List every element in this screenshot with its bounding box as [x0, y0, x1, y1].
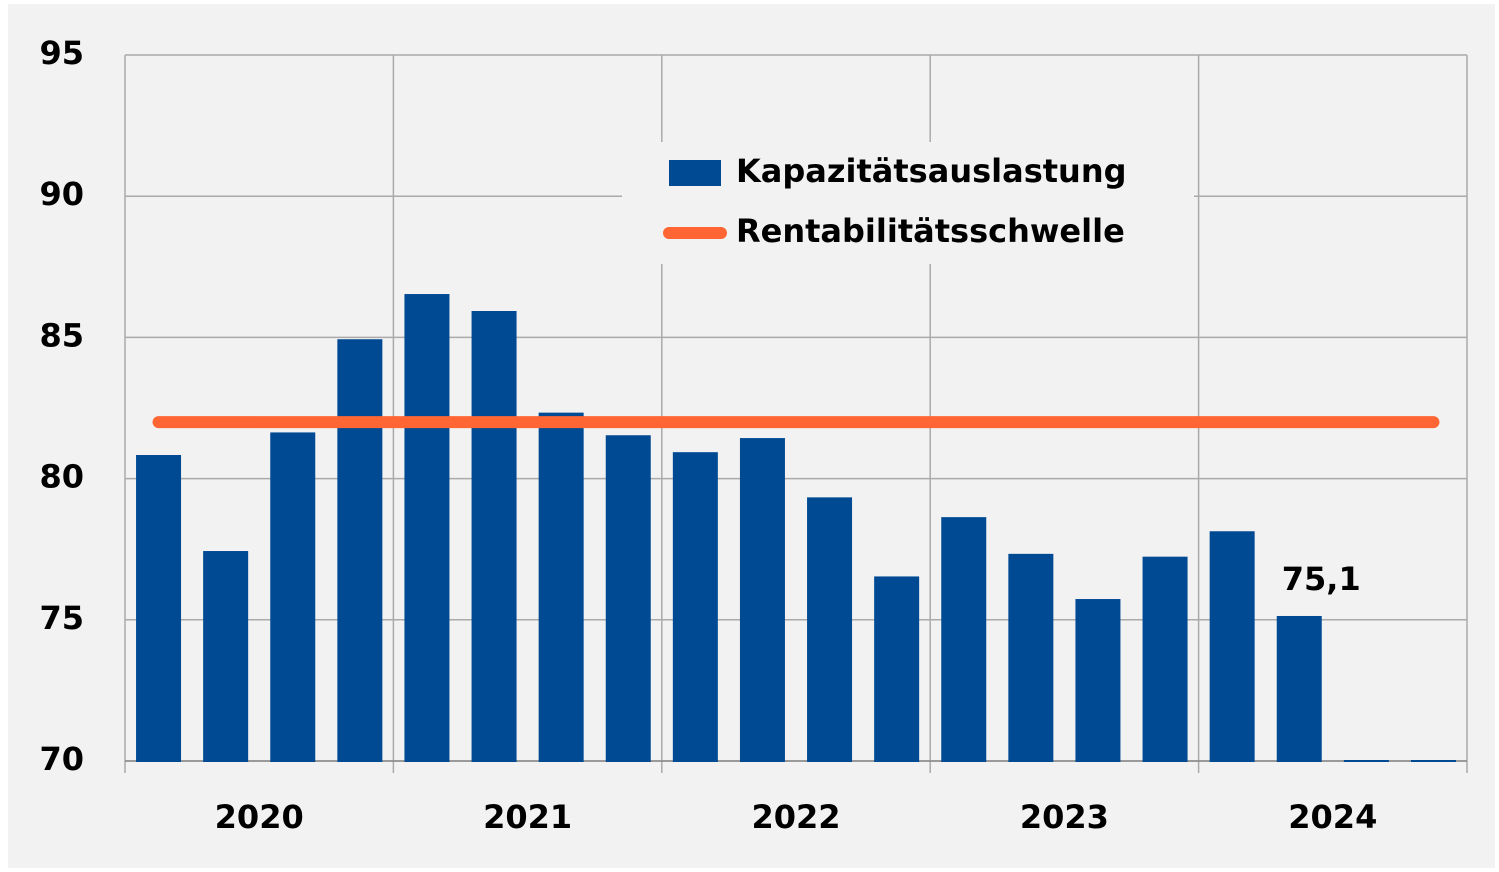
- x-group-label: 2020: [215, 798, 304, 836]
- bar: [739, 438, 785, 762]
- x-group-label: 2023: [1020, 798, 1109, 836]
- bar: [270, 432, 316, 762]
- data-label: 75,1: [1282, 560, 1361, 598]
- bar: [1008, 553, 1054, 762]
- bar: [203, 551, 249, 762]
- bar: [538, 412, 584, 762]
- bar: [1410, 760, 1456, 762]
- x-group-label: 2022: [751, 798, 840, 836]
- bar: [1075, 599, 1121, 762]
- bar: [605, 435, 651, 762]
- bar: [1276, 615, 1322, 762]
- bar: [807, 497, 853, 762]
- bar: [941, 517, 987, 762]
- legend-label: Rentabilitätsschwelle: [736, 212, 1125, 250]
- bar: [136, 455, 182, 762]
- bar: [404, 294, 450, 762]
- bar: [874, 576, 920, 762]
- bar: [1343, 760, 1389, 762]
- bar: [1209, 531, 1255, 762]
- y-tick-label: 85: [39, 316, 84, 354]
- bar: [672, 452, 718, 762]
- y-tick-label: 95: [39, 34, 84, 72]
- y-tick-label: 90: [39, 175, 84, 213]
- legend-label: Kapazitätsauslastung: [736, 152, 1127, 190]
- bar: [471, 310, 517, 762]
- y-tick-label: 70: [39, 740, 84, 778]
- bar: [1142, 556, 1188, 762]
- x-group-label: 2021: [483, 798, 572, 836]
- bar: [337, 339, 383, 762]
- y-tick-label: 75: [39, 599, 84, 637]
- y-tick-label: 80: [39, 458, 84, 496]
- legend-swatch: [669, 160, 721, 186]
- x-group-label: 2024: [1288, 798, 1377, 836]
